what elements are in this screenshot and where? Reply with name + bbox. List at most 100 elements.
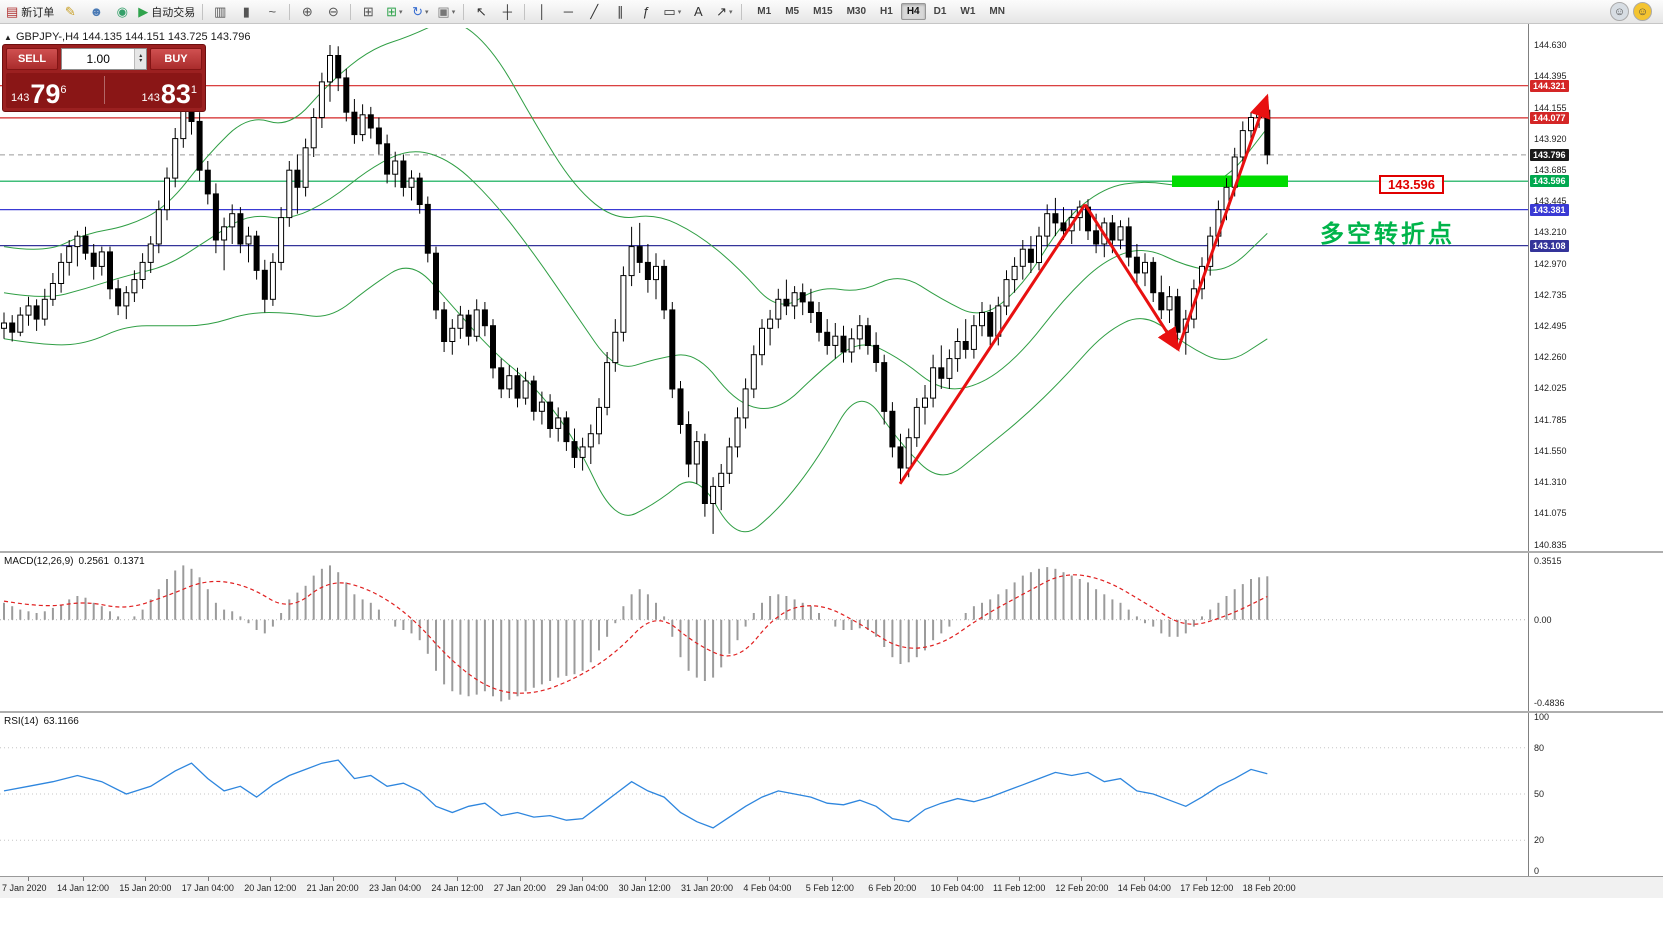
tile-windows-icon[interactable]: ⊞: [356, 2, 380, 22]
candle: [856, 325, 863, 340]
candle: [530, 380, 537, 412]
horizontal-line-icon[interactable]: ─: [556, 2, 580, 22]
chat-smiley-icon[interactable]: ☺: [1633, 2, 1652, 21]
volume-up-icon[interactable]: ▴: [139, 53, 143, 59]
zoom-out-icon[interactable]: ⊖: [321, 2, 345, 22]
tile-windows-icon: ⊞: [362, 4, 374, 19]
candle: [237, 213, 244, 245]
candle: [514, 375, 521, 399]
zoom-in-icon: ⊕: [301, 4, 313, 19]
autotrading-button[interactable]: ▶ 自动交易: [136, 2, 197, 22]
macd-chart[interactable]: [0, 553, 1528, 711]
candle: [734, 417, 741, 448]
candle: [490, 325, 496, 369]
timeframe-M30[interactable]: M30: [846, 6, 867, 17]
candle: [767, 318, 774, 329]
timeframe-H4[interactable]: H4: [900, 3, 926, 20]
candle: [644, 261, 651, 280]
timeframe-W1[interactable]: W1: [960, 6, 976, 17]
sell-price[interactable]: 143 79 6: [11, 81, 67, 108]
volume-input[interactable]: [62, 49, 135, 69]
trendline-icon[interactable]: ╱: [582, 2, 606, 22]
candle: [278, 217, 285, 263]
zoom-in-icon[interactable]: ⊕: [295, 2, 319, 22]
candle: [783, 298, 790, 307]
timeframe-M5[interactable]: M5: [785, 6, 800, 17]
candle: [294, 169, 301, 188]
timeframe-MN[interactable]: MN: [989, 6, 1005, 17]
community-smiley-icon[interactable]: ☺: [1610, 2, 1629, 21]
highlight-rect[interactable]: [1172, 175, 1288, 188]
time-tick: [831, 877, 833, 881]
snapshot-icon[interactable]: ▣ ▾: [434, 2, 458, 22]
profile-icon[interactable]: ☻: [84, 2, 108, 22]
cursor-icon[interactable]: ↖: [469, 2, 493, 22]
bar-chart-icon[interactable]: ▥: [208, 2, 232, 22]
volume-down-icon[interactable]: ▾: [139, 58, 143, 64]
oct-collapse-icon[interactable]: ▲: [4, 33, 12, 42]
price-axis[interactable]: 144.630 144.395 144.155 143.920 143.685 143.4…: [1528, 24, 1663, 897]
time-axis[interactable]: 7 Jan 2020 14 Jan 12:00 15 Jan 20:00 17 Jan…: [0, 876, 1663, 898]
channel-icon[interactable]: ∥: [608, 2, 632, 22]
candlestick-chart-icon[interactable]: ▮: [234, 2, 258, 22]
candle: [685, 424, 692, 465]
new-chart-button[interactable]: ⊞ ▾: [382, 2, 406, 22]
candle: [506, 375, 513, 390]
metaeditor-icon[interactable]: ✎: [58, 2, 82, 22]
candle: [90, 252, 97, 267]
timeframe-M1[interactable]: M1: [757, 6, 772, 17]
trend-arrows[interactable]: [898, 93, 1270, 485]
candle: [1248, 117, 1254, 132]
rsi-chart[interactable]: [0, 713, 1528, 876]
time-label: 17 Jan 04:00: [181, 883, 234, 893]
toolbar-separator: [289, 3, 291, 20]
candle: [221, 226, 228, 241]
fibonacci-icon[interactable]: ƒ: [634, 2, 658, 22]
metaquotes-icon[interactable]: ◉: [110, 2, 134, 22]
candle: [979, 312, 985, 327]
macd-histogram: [3, 565, 1269, 702]
candle: [25, 305, 32, 316]
candle: [1003, 279, 1010, 307]
timeframe-D1[interactable]: D1: [933, 6, 947, 17]
timeframe-M15[interactable]: M15: [813, 6, 833, 17]
axis-tick-label: 143.685: [1534, 164, 1567, 175]
candle: [245, 235, 252, 245]
panel-divider[interactable]: [0, 551, 1663, 553]
time-tick: [644, 877, 646, 881]
sell-button[interactable]: SELL: [6, 48, 58, 70]
candle: [33, 305, 40, 320]
candle: [115, 288, 122, 307]
candle: [930, 367, 937, 399]
buy-price-big: 83: [160, 79, 191, 109]
level-price-box: 143.381: [1530, 203, 1569, 216]
shapes-icon[interactable]: ▭ ▾: [660, 2, 684, 22]
axis-tick-label: 141.550: [1534, 445, 1567, 456]
macd-name: MACD(12,26,9): [4, 556, 74, 567]
vertical-line-icon[interactable]: │: [530, 2, 554, 22]
axis-tick-label: 144.155: [1534, 102, 1567, 113]
time-tick: [1143, 877, 1145, 881]
timeframe-H1[interactable]: H1: [880, 6, 893, 17]
volume-field-wrap: ▴ ▾: [61, 48, 147, 70]
time-tick: [894, 877, 896, 881]
price-chart[interactable]: [0, 28, 1528, 551]
crosshair-icon[interactable]: ┼: [495, 2, 519, 22]
arrows-icon: ↗: [716, 4, 727, 19]
text-icon[interactable]: A: [686, 2, 710, 22]
line-chart-icon[interactable]: ~: [260, 2, 284, 22]
candle: [538, 401, 545, 412]
buy-price[interactable]: 143 83 1: [141, 79, 197, 109]
panel-divider[interactable]: [0, 711, 1663, 713]
auto-refresh-icon[interactable]: ↻ ▾: [408, 2, 432, 22]
candle: [775, 298, 782, 320]
buy-button[interactable]: BUY: [150, 48, 202, 70]
candle: [579, 446, 586, 458]
axis-tick-label: 142.025: [1534, 383, 1567, 394]
new-order-button[interactable]: ▤ 新订单: [4, 2, 56, 22]
time-tick: [457, 877, 459, 881]
candle: [1142, 261, 1148, 274]
candle: [351, 111, 358, 136]
time-tick: [769, 877, 771, 881]
arrows-icon[interactable]: ↗ ▾: [712, 2, 736, 22]
